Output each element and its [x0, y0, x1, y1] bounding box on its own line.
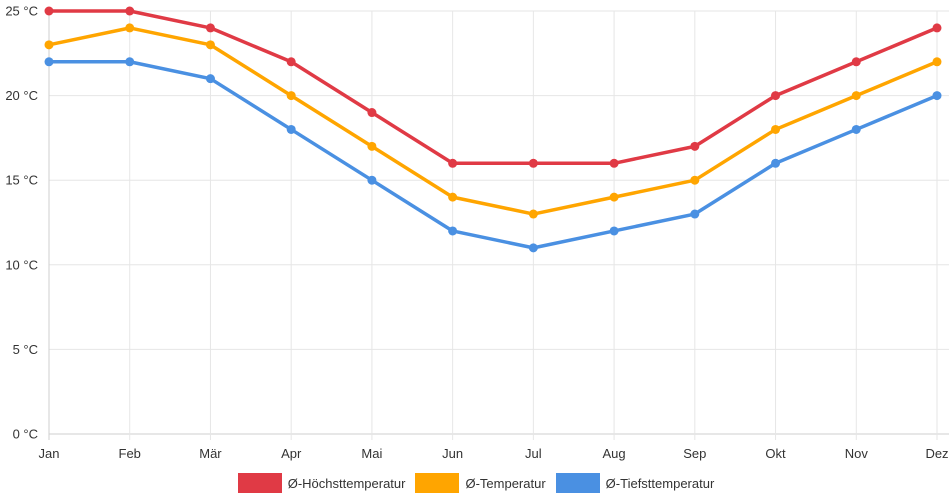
legend-swatch-avg — [415, 473, 460, 493]
data-point — [690, 141, 700, 151]
x-tick-label: Aug — [603, 446, 626, 461]
y-tick-label: 15 °C — [5, 173, 38, 188]
data-point — [528, 243, 538, 253]
data-point — [44, 6, 54, 16]
data-point — [286, 57, 296, 67]
legend-label-avg: Ø-Temperatur — [465, 475, 546, 491]
data-point — [448, 226, 458, 236]
y-tick-label: 20 °C — [5, 88, 38, 103]
y-tick-label: 10 °C — [5, 257, 38, 272]
data-point — [771, 124, 781, 134]
y-tick-label: 5 °C — [13, 342, 38, 357]
data-point — [609, 226, 619, 236]
x-tick-label: Mai — [361, 446, 382, 461]
x-tick-label: Apr — [281, 446, 302, 461]
data-point — [609, 192, 619, 202]
series-layer — [44, 6, 942, 253]
x-tick-label: Jun — [442, 446, 463, 461]
legend-item-min[interactable]: Ø-Tiefsttemperatur — [555, 473, 715, 493]
x-tick-label: Jul — [525, 446, 542, 461]
data-point — [690, 175, 700, 185]
data-point — [851, 57, 861, 67]
data-point — [286, 91, 296, 101]
data-point — [609, 158, 619, 168]
legend-item-max[interactable]: Ø-Höchsttemperatur — [237, 473, 406, 493]
axis-layer: 0 °C 5 °C 10 °C 15 °C 20 °C 25 °C Jan Feb Mär Apr… — [5, 4, 948, 462]
data-point — [205, 40, 215, 50]
data-point — [367, 175, 377, 185]
data-point — [205, 74, 215, 84]
series-line — [47, 26, 939, 216]
data-point — [44, 57, 54, 67]
legend-label-max: Ø-Höchsttemperatur — [287, 475, 406, 491]
data-point — [932, 91, 942, 101]
data-point — [690, 209, 700, 219]
x-tick-label: Okt — [765, 446, 786, 461]
data-point — [367, 108, 377, 118]
data-point — [44, 40, 54, 50]
grid-layer — [48, 10, 949, 440]
x-tick-label: Dez — [925, 446, 948, 461]
x-tick-label: Nov — [845, 446, 869, 461]
data-point — [125, 23, 135, 33]
legend: Ø-Höchsttemperatur Ø-Temperatur Ø-Tiefst… — [0, 470, 952, 496]
data-point — [932, 23, 942, 33]
y-tick-label: 25 °C — [5, 4, 38, 19]
data-point — [205, 23, 215, 33]
data-point — [771, 158, 781, 168]
x-tick-label: Sep — [683, 446, 706, 461]
data-point — [125, 57, 135, 67]
x-tick-label: Mär — [199, 446, 222, 461]
data-point — [851, 91, 861, 101]
legend-item-avg[interactable]: Ø-Temperatur — [415, 473, 546, 493]
data-point — [367, 141, 377, 151]
legend-swatch-max — [237, 473, 282, 493]
data-point — [286, 124, 296, 134]
chart-canvas: 0 °C 5 °C 10 °C 15 °C 20 °C 25 °C Jan Feb Mär Apr… — [5, 4, 949, 462]
legend-label-min: Ø-Tiefsttemperatur — [605, 475, 715, 491]
series-line — [47, 60, 939, 250]
data-point — [448, 192, 458, 202]
data-point — [528, 209, 538, 219]
x-tick-label: Feb — [119, 446, 141, 461]
series-line — [47, 9, 939, 166]
data-point — [851, 124, 861, 134]
data-point — [125, 6, 135, 16]
y-tick-label: 0 °C — [13, 427, 38, 442]
data-point — [771, 91, 781, 101]
data-point — [932, 57, 942, 67]
data-point — [448, 158, 458, 168]
data-point — [528, 158, 538, 168]
legend-swatch-min — [555, 473, 600, 493]
x-tick-label: Jan — [39, 446, 60, 461]
